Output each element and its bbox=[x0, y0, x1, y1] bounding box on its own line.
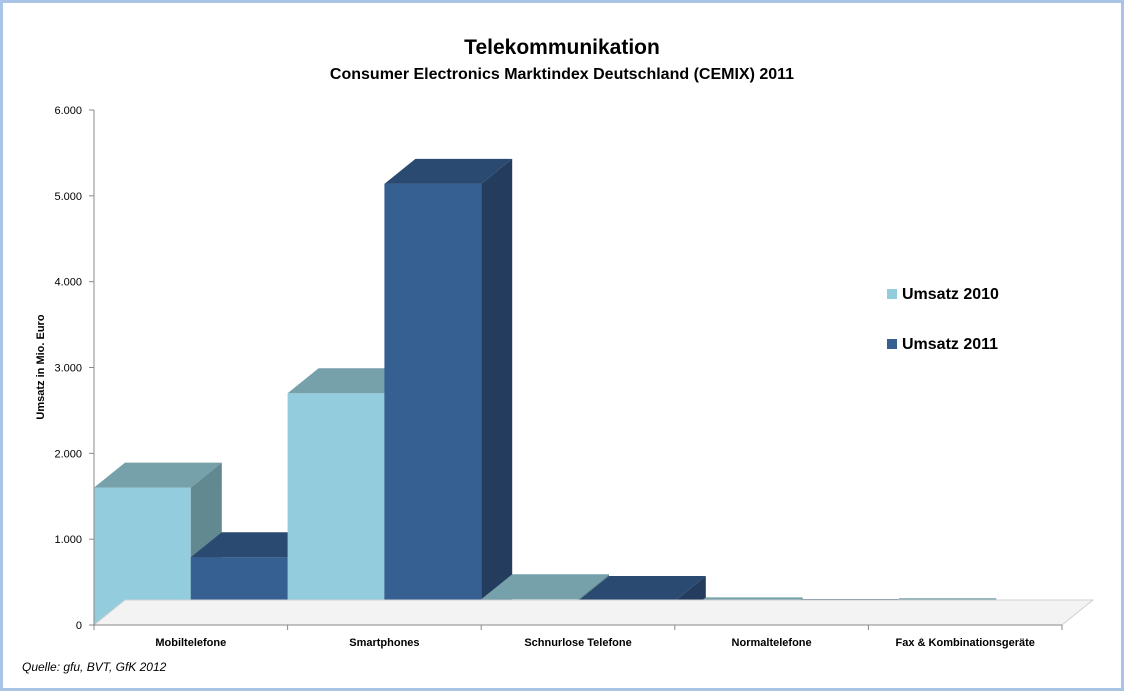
x-tick-label: Schnurlose Telefone bbox=[524, 637, 631, 649]
y-tick-label: 3.000 bbox=[54, 363, 82, 375]
y-tick-label: 1.000 bbox=[54, 534, 82, 546]
legend-label: Umsatz 2011 bbox=[902, 336, 998, 353]
bar-top bbox=[481, 574, 609, 600]
bar-top bbox=[578, 575, 706, 601]
bar-top bbox=[384, 158, 513, 184]
chart-title: Telekommunikation bbox=[464, 36, 660, 59]
bar-top bbox=[287, 368, 416, 394]
y-axis-label: Umsatz in Mio. Euro bbox=[35, 314, 47, 419]
x-tick-label: Smartphones bbox=[349, 637, 419, 649]
bar-top bbox=[190, 532, 319, 558]
axes-group: 0 1.000 2.000 3.000 4.000 5.000 6.000 Mobiltele… bbox=[35, 105, 1095, 649]
y-tick-label: 5.000 bbox=[54, 191, 82, 203]
bar-front bbox=[287, 393, 385, 625]
y-tick-label: 0 bbox=[76, 620, 82, 632]
source-note: Quelle: gfu, BVT, GfK 2012 bbox=[22, 660, 167, 674]
x-tick-label: Normaltelefone bbox=[732, 637, 812, 649]
y-tick-label: 4.000 bbox=[54, 277, 82, 289]
x-tick-label: Fax & Kombinationsgeräte bbox=[896, 637, 1035, 649]
legend-label: Umsatz 2010 bbox=[902, 286, 999, 303]
chart-subtitle: Consumer Electronics Marktindex Deutschl… bbox=[329, 66, 795, 83]
y-tick-label: 6.000 bbox=[54, 105, 82, 117]
x-tick-label: Mobiltelefone bbox=[155, 637, 226, 649]
bar-front bbox=[384, 183, 482, 626]
bar-side bbox=[481, 158, 513, 626]
legend: Umsatz 2010 Umsatz 2011 bbox=[887, 286, 999, 353]
y-tick-label: 2.000 bbox=[54, 448, 82, 460]
bar-top bbox=[94, 462, 222, 488]
bar-2011-1 bbox=[384, 158, 513, 626]
legend-swatch bbox=[887, 289, 897, 299]
legend-swatch bbox=[887, 339, 897, 349]
chart-floor bbox=[92, 599, 1095, 626]
bars-group bbox=[94, 158, 1093, 626]
